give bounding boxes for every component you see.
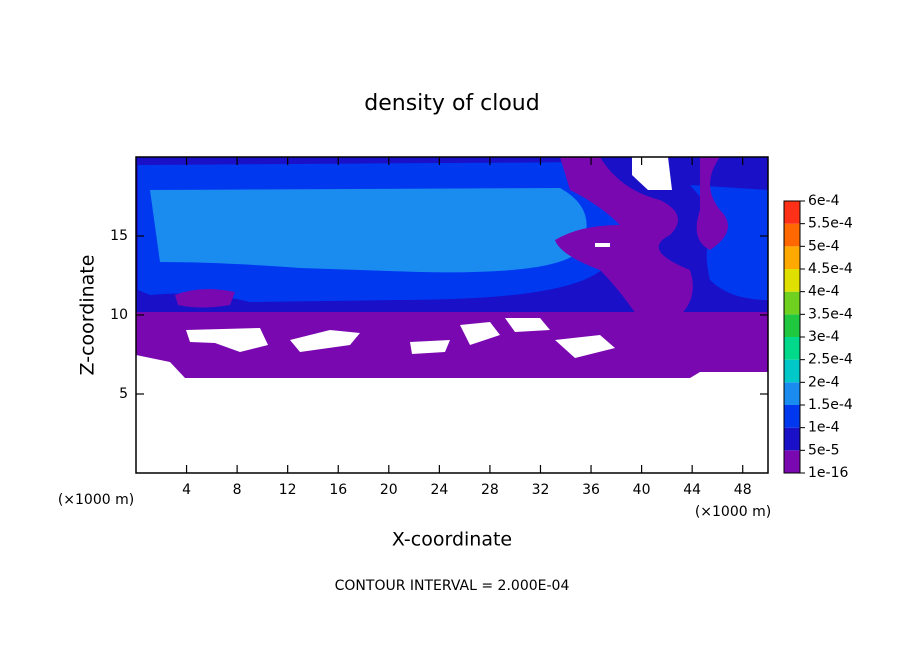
colorbar-band	[784, 382, 800, 405]
x-tick-label: 16	[329, 482, 347, 498]
x-tick-label: 4	[182, 482, 191, 498]
x-tick-label: 12	[279, 482, 297, 498]
chart-title: density of cloud	[364, 91, 539, 116]
x-unit-label: (×1000 m)	[695, 504, 771, 520]
x-tick-label: 48	[734, 482, 752, 498]
annotation: CONTOUR INTERVAL = 2.000E-04	[335, 578, 570, 594]
colorbar-label: 3e-4	[808, 329, 840, 345]
colorbar-label: 5e-4	[808, 238, 840, 254]
colorbar-band	[784, 246, 800, 269]
y-unit-label: (×1000 m)	[58, 492, 134, 508]
x-tick-label: 40	[633, 482, 651, 498]
colorbar-label: 1e-4	[808, 420, 840, 436]
colorbar-label: 6e-4	[808, 193, 840, 209]
x-tick-label: 44	[683, 482, 701, 498]
colorbar-label: 2.5e-4	[808, 352, 853, 368]
y-tick-label: 10	[110, 307, 128, 323]
y-tick-label: 15	[110, 228, 128, 244]
colorbar-band	[784, 314, 800, 337]
colorbar-label: 5e-5	[808, 442, 839, 458]
colorbar-label: 4.5e-4	[808, 261, 853, 277]
x-tick-label: 28	[481, 482, 499, 498]
colorbar-label: 1.5e-4	[808, 397, 853, 413]
colorbar-band	[784, 269, 800, 292]
x-tick-label: 36	[582, 482, 600, 498]
contour-field	[136, 157, 768, 473]
x-axis-label: X-coordinate	[392, 529, 512, 551]
colorbar-band	[784, 223, 800, 247]
colorbar-band	[784, 291, 800, 315]
colorbar-band	[784, 359, 800, 383]
colorbar-band	[784, 405, 800, 428]
colorbar-band	[784, 201, 800, 224]
x-tick-label: 8	[233, 482, 242, 498]
x-tick-label: 24	[430, 482, 448, 498]
colorbar-label: 4e-4	[808, 284, 840, 300]
colorbar-band	[784, 427, 800, 451]
y-axis-label: Z-coordinate	[77, 255, 99, 376]
x-tick-label: 32	[532, 482, 550, 498]
colorbar-label: 3.5e-4	[808, 306, 853, 322]
x-tick-label: 20	[380, 482, 398, 498]
colorbar-label: 5.5e-4	[808, 216, 853, 232]
colorbar-label: 1e-16	[808, 465, 848, 481]
colorbar-label: 2e-4	[808, 374, 840, 390]
colorbar-band	[784, 337, 800, 360]
y-tick-label: 5	[119, 386, 128, 402]
colorbar-band	[784, 450, 800, 473]
